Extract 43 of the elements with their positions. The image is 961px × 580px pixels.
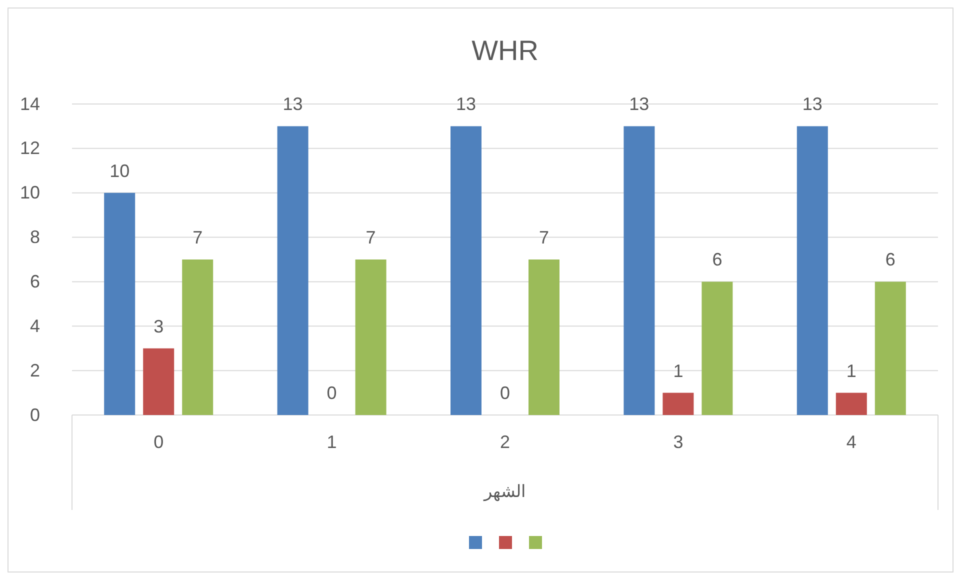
data-label: 3: [154, 316, 164, 336]
bar: [277, 126, 308, 415]
data-label: 0: [500, 383, 510, 403]
data-label: 6: [712, 250, 722, 270]
bar: [143, 348, 174, 415]
data-label: 1: [673, 360, 684, 381]
data-label: 13: [802, 94, 822, 114]
data-label: 7: [538, 228, 550, 248]
x-tick-label: 4: [846, 432, 856, 452]
x-axis-title: الشهر: [483, 482, 526, 502]
y-tick-label: 12: [20, 138, 40, 158]
bar: [796, 126, 828, 415]
bar: [836, 392, 867, 415]
data-label: 7: [192, 228, 203, 248]
data-label: 13: [282, 94, 303, 114]
bar: [182, 260, 214, 415]
bar: [874, 282, 906, 415]
y-tick-label: 2: [30, 360, 40, 380]
y-tick-label: 6: [30, 271, 40, 292]
bar: [528, 260, 560, 415]
data-label: 1: [846, 360, 856, 381]
bar: [355, 260, 386, 415]
bar: [104, 192, 136, 415]
bar: [450, 126, 482, 415]
x-tick-label: 0: [154, 432, 164, 452]
y-tick-label: 14: [20, 94, 40, 114]
data-label: 0: [326, 383, 337, 403]
x-tick-label: 2: [500, 432, 510, 452]
data-label: 13: [456, 94, 476, 114]
data-label: 7: [366, 228, 376, 248]
y-tick-label: 0: [30, 404, 40, 425]
y-tick-label: 4: [30, 316, 40, 336]
bar: [702, 282, 733, 415]
y-tick-label: 10: [20, 182, 40, 203]
chart-title: WHR: [472, 35, 538, 66]
data-label: 10: [110, 160, 130, 181]
data-label: 6: [885, 250, 896, 270]
x-tick-label: 1: [326, 432, 337, 452]
data-label: 13: [629, 94, 650, 114]
y-tick-label: 8: [30, 227, 40, 248]
x-tick-label: 3: [673, 432, 684, 452]
bar: [624, 126, 655, 415]
bar: [662, 392, 694, 415]
